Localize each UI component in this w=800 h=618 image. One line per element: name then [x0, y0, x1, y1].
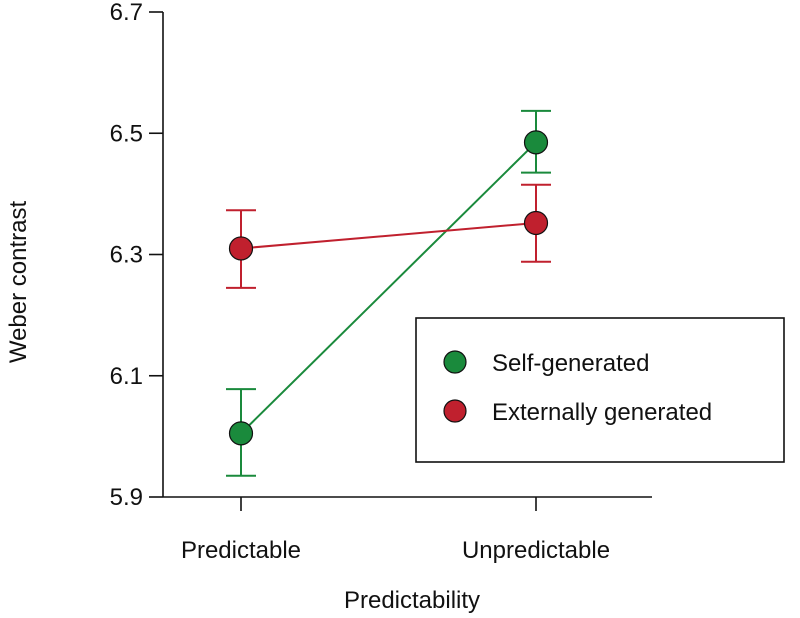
y-tick-label: 5.9: [110, 484, 143, 511]
x-tick-label: Predictable: [181, 537, 301, 564]
legend-box: [415, 317, 785, 463]
legend-marker-self-generated: [443, 350, 467, 374]
y-ticks: 5.9 6.1 6.3 6.5 6.7: [110, 0, 163, 511]
legend-label-externally-generated: Externally generated: [492, 399, 712, 426]
x-tick-label: Unpredictable: [462, 537, 610, 564]
data-point-self-generated: [228, 421, 254, 446]
x-ticks: Predictable Unpredictable: [181, 497, 610, 564]
y-axis-title: Weber contrast: [5, 201, 32, 364]
x-axis-title: Predictability: [344, 587, 480, 614]
legend-label-self-generated: Self-generated: [492, 350, 649, 377]
series-line-externally-generated: [240, 221, 537, 250]
legend: Self-generated Externally generated: [415, 317, 785, 463]
y-tick-label: 6.3: [110, 242, 143, 269]
y-tick-label: 6.5: [110, 120, 143, 147]
data-point-self-generated: [523, 130, 549, 155]
legend-marker-externally-generated: [443, 399, 467, 423]
data-point-externally-generated: [228, 236, 254, 261]
series-line-self-generated: [240, 141, 537, 435]
series-lines: [240, 141, 537, 435]
data-point-externally-generated: [523, 210, 549, 236]
data-points: [228, 130, 549, 446]
y-tick-label: 6.1: [110, 363, 143, 390]
y-tick-label: 6.7: [110, 0, 143, 26]
